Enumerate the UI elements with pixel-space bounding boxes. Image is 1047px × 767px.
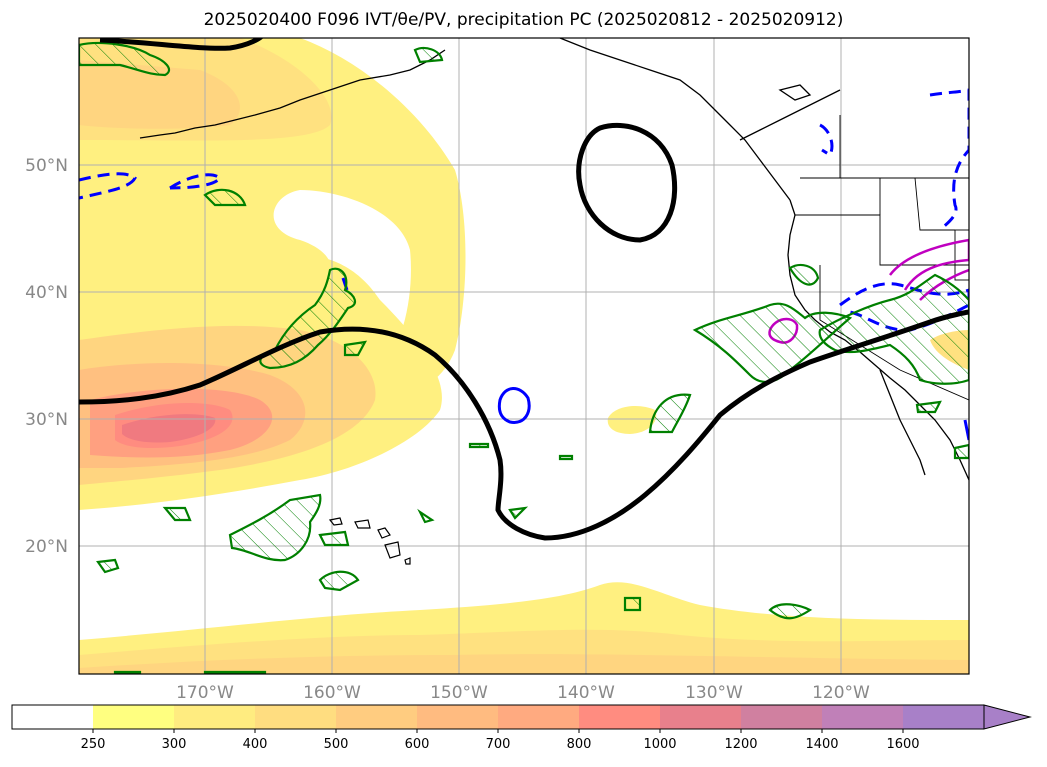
colorbar-segment <box>12 705 93 729</box>
colorbar-label: 400 <box>243 737 268 752</box>
colorbar-label: 700 <box>486 737 511 752</box>
lon-label-140w: 140°W <box>557 683 615 703</box>
colorbar-segment <box>903 705 984 729</box>
ivt-ar-1000 <box>122 414 216 443</box>
theta-e-closed-low <box>576 122 678 243</box>
ivt-south-400 <box>79 654 969 674</box>
map-title: 2025020400 F096 IVT/θe/PV, precipitation… <box>203 10 844 30</box>
map-frame <box>78 37 970 675</box>
lon-label-120w: 120°W <box>812 683 870 703</box>
lat-label-30: 30°N <box>25 410 68 430</box>
colorbar-label: 300 <box>162 737 187 752</box>
colorbar-segment <box>822 705 903 729</box>
colorbar-segment <box>660 705 741 729</box>
theta-e-main <box>79 309 969 541</box>
colorbar-label: 250 <box>81 737 106 752</box>
ivt-small-blob <box>607 406 657 434</box>
ivt-shading <box>79 38 969 674</box>
colorbar-segment <box>579 705 660 729</box>
lon-label-160w: 160°W <box>303 683 361 703</box>
longitude-labels: 170°W 160°W 150°W 140°W 130°W 120°W <box>176 683 870 703</box>
lat-label-20: 20°N <box>25 537 68 557</box>
aleutian-chain <box>139 49 446 139</box>
baja <box>879 369 926 476</box>
colorbar-segment <box>498 705 579 729</box>
colorbar-segment <box>174 705 255 729</box>
alaska-south-coast <box>559 38 791 201</box>
alaska-panhandle <box>739 89 841 141</box>
theta-e-north <box>99 38 264 51</box>
islands-north <box>778 84 812 101</box>
colorbar-segment <box>336 705 417 729</box>
colorbar-label: 800 <box>567 737 592 752</box>
colorbar: 250 300 400 500 600 700 800 1000 1200 1400 1600 <box>11 704 1032 752</box>
colorbar-label: 1400 <box>805 737 838 752</box>
lat-label-40: 40°N <box>25 283 68 303</box>
colorbar-label: 1600 <box>886 737 919 752</box>
colorbar-label: 1200 <box>724 737 757 752</box>
lon-label-150w: 150°W <box>430 683 488 703</box>
colorbar-segment <box>93 705 174 729</box>
hawaiian-islands <box>328 517 411 565</box>
colorbar-segment <box>741 705 822 729</box>
colorbar-extend-arrow <box>983 704 1032 730</box>
map-panel <box>78 37 970 675</box>
colorbar-segment <box>417 705 498 729</box>
lon-label-170w: 170°W <box>176 683 234 703</box>
colorbar-label: 500 <box>324 737 349 752</box>
colorbar-segment <box>255 705 336 729</box>
colorbar-label: 1000 <box>643 737 676 752</box>
theta-e-contours <box>79 38 969 541</box>
lon-label-130w: 130°W <box>685 683 743 703</box>
colorbar-label: 600 <box>405 737 430 752</box>
ivt-band-north-inner <box>79 60 240 129</box>
lat-label-50: 50°N <box>25 156 68 176</box>
latitude-labels: 50°N 40°N 30°N 20°N <box>25 156 68 557</box>
precipitation-areas <box>79 41 969 674</box>
